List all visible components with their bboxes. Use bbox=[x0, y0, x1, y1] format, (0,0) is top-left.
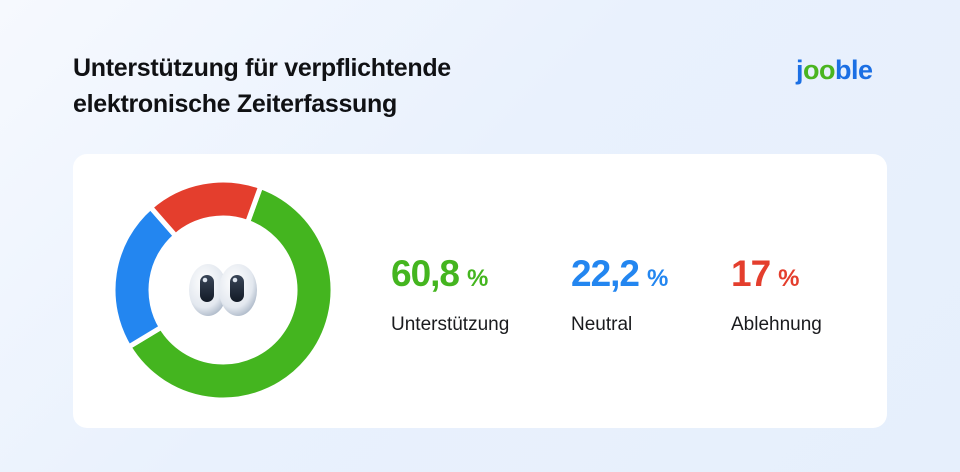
stat-value: 22,2 bbox=[571, 253, 640, 294]
stat-label: Neutral bbox=[571, 314, 633, 335]
title-line-1: Unterstützung für verpflichtende bbox=[73, 54, 451, 82]
title-line-2: elektronische Zeiterfassung bbox=[73, 90, 397, 118]
stat-rejection: 17% Ablehnung bbox=[731, 252, 871, 337]
stat-unit: % bbox=[467, 265, 489, 292]
stat-unit: % bbox=[778, 265, 800, 292]
stat-label: Unterstützung bbox=[391, 314, 510, 335]
donut-segment-ablehnung bbox=[147, 180, 264, 240]
legend-stats: 60,8% Unterstützung 22,2% Neutral 17% Ab… bbox=[391, 252, 871, 337]
logo-part-oo: oo bbox=[803, 55, 836, 85]
eyes-icon bbox=[189, 264, 257, 316]
stat-value: 60,8 bbox=[391, 253, 460, 294]
donut-chart bbox=[113, 180, 333, 400]
stat-neutral: 22,2% Neutral bbox=[571, 252, 731, 337]
stat-value-row: 17% bbox=[731, 252, 871, 301]
stat-value-row: 22,2% bbox=[571, 252, 731, 301]
stat-value-row: 60,8% bbox=[391, 252, 571, 301]
stat-unit: % bbox=[647, 265, 669, 292]
chart-card: 60,8% Unterstützung 22,2% Neutral 17% Ab… bbox=[73, 154, 887, 428]
donut-segment-unterstützung bbox=[125, 183, 333, 400]
stat-support: 60,8% Unterstützung bbox=[391, 252, 571, 337]
jooble-logo: jooble bbox=[796, 54, 873, 86]
stat-value: 17 bbox=[731, 253, 771, 294]
page-title: Unterstützung für verpflichtende elektro… bbox=[73, 50, 593, 122]
logo-part-ble: ble bbox=[835, 55, 873, 85]
logo-part-j: j bbox=[796, 55, 804, 85]
stat-label: Ablehnung bbox=[731, 314, 822, 335]
